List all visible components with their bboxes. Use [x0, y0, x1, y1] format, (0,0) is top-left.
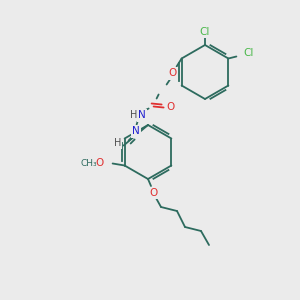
Text: H: H — [114, 139, 121, 148]
Text: Cl: Cl — [243, 49, 254, 58]
Text: O: O — [149, 188, 157, 198]
Text: O: O — [95, 158, 104, 169]
Text: N: N — [138, 110, 146, 121]
Text: O: O — [167, 103, 175, 112]
Text: CH₃: CH₃ — [80, 159, 97, 168]
Text: N: N — [132, 127, 140, 136]
Text: H: H — [130, 110, 137, 121]
Text: O: O — [169, 68, 177, 79]
Text: Cl: Cl — [200, 27, 210, 37]
